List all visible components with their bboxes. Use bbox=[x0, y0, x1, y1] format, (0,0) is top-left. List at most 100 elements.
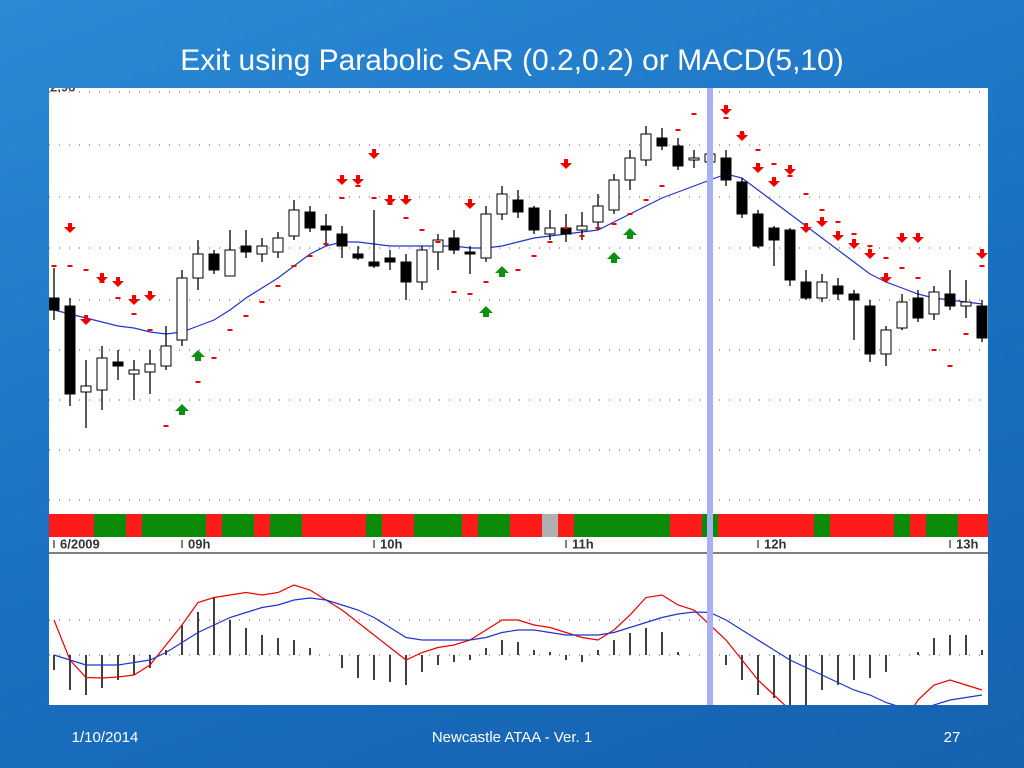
sell-arrow bbox=[864, 249, 876, 259]
trend-segment bbox=[862, 514, 879, 537]
sell-arrow bbox=[96, 273, 108, 283]
sell-arrow bbox=[848, 239, 860, 249]
trend-segment bbox=[718, 514, 735, 537]
candle-body bbox=[672, 145, 684, 167]
trend-segment bbox=[670, 514, 687, 537]
x-tick-label: 09h bbox=[188, 536, 210, 551]
candle-body bbox=[864, 305, 876, 355]
buy-arrow bbox=[479, 306, 493, 317]
page-number: 27 bbox=[944, 729, 961, 746]
candle-body bbox=[128, 369, 140, 375]
candle-body bbox=[512, 199, 524, 213]
trend-segment bbox=[286, 514, 303, 537]
trend-segment bbox=[574, 514, 591, 537]
trend-segment bbox=[686, 514, 703, 537]
trend-segment bbox=[334, 514, 351, 537]
trend-segment bbox=[398, 514, 415, 537]
sell-arrow bbox=[768, 177, 780, 187]
candle-body bbox=[544, 227, 556, 235]
trend-segment bbox=[446, 514, 463, 537]
slide-title: Exit using Parabolic SAR (0.2,0.2) or MA… bbox=[180, 44, 844, 77]
candle-body bbox=[608, 179, 620, 211]
date-axis: 6/2009 09h 10h 11h 12h 13h bbox=[53, 536, 978, 551]
sell-arrow bbox=[752, 163, 764, 173]
trend-segment bbox=[910, 514, 927, 537]
candle-body bbox=[816, 281, 828, 299]
candle-body bbox=[592, 205, 604, 223]
macd-line bbox=[53, 597, 983, 705]
trend-segment bbox=[49, 514, 63, 537]
candle-body bbox=[656, 137, 668, 147]
sell-arrow bbox=[736, 131, 748, 141]
candle-body bbox=[80, 385, 92, 393]
sell-arrow bbox=[912, 233, 924, 243]
candle-body bbox=[880, 329, 892, 355]
trend-segment bbox=[798, 514, 815, 537]
trend-segment bbox=[222, 514, 239, 537]
sell-arrow bbox=[720, 105, 732, 115]
sell-arrow bbox=[336, 175, 348, 185]
trend-segment bbox=[750, 514, 767, 537]
footer-center: Newcastle ATAA - Ver. 1 bbox=[432, 729, 592, 746]
candle-body bbox=[720, 157, 732, 181]
trend-segment bbox=[958, 514, 975, 537]
sell-arrow bbox=[112, 277, 124, 287]
candle-body bbox=[896, 301, 908, 329]
candle-body bbox=[49, 297, 60, 311]
candle-body bbox=[736, 181, 748, 215]
trend-segment bbox=[878, 514, 895, 537]
x-tick-label: 12h bbox=[764, 536, 786, 551]
sell-arrow bbox=[816, 217, 828, 227]
trend-segment bbox=[190, 514, 207, 537]
candle-body bbox=[496, 193, 508, 215]
trend-segment bbox=[238, 514, 255, 537]
trend-segment bbox=[62, 514, 79, 537]
trend-segment bbox=[94, 514, 111, 537]
x-tick-label: 11h bbox=[572, 536, 594, 551]
macd-line bbox=[53, 584, 983, 705]
trend-segment bbox=[110, 514, 127, 537]
candle-body bbox=[224, 249, 236, 277]
trend-segment bbox=[526, 514, 543, 537]
sell-arrow bbox=[880, 273, 892, 283]
sell-arrow bbox=[144, 291, 156, 301]
trend-segment bbox=[478, 514, 495, 537]
macd-panel bbox=[49, 584, 988, 705]
trend-segment bbox=[734, 514, 751, 537]
trend-segment bbox=[782, 514, 799, 537]
candle-body bbox=[192, 253, 204, 279]
candle-body bbox=[464, 251, 476, 255]
candle-body bbox=[400, 261, 412, 283]
trend-segment bbox=[766, 514, 783, 537]
candle-body bbox=[240, 245, 252, 253]
trend-segment bbox=[622, 514, 639, 537]
candle-body bbox=[752, 213, 764, 247]
candle-body bbox=[320, 225, 332, 231]
candle-body bbox=[160, 345, 172, 367]
candle-body bbox=[144, 363, 156, 373]
candle-body bbox=[624, 157, 636, 181]
trend-segment bbox=[174, 514, 191, 537]
x-tick-label: 6/2009 bbox=[60, 536, 100, 551]
trend-segment bbox=[894, 514, 911, 537]
trend-segment bbox=[638, 514, 655, 537]
x-tick-label: 13h bbox=[956, 536, 978, 551]
trend-segment bbox=[846, 514, 863, 537]
sell-arrow bbox=[800, 223, 812, 233]
chart-area bbox=[49, 88, 988, 705]
candle-body bbox=[208, 253, 220, 271]
trend-segment bbox=[462, 514, 479, 537]
candle-body bbox=[368, 261, 380, 267]
candle-body bbox=[576, 225, 588, 231]
price-label: 2.96 bbox=[50, 79, 75, 94]
sell-arrow bbox=[352, 175, 364, 185]
candle-body bbox=[288, 209, 300, 237]
candle-body bbox=[416, 249, 428, 283]
trend-segment bbox=[366, 514, 383, 537]
trend-segment bbox=[414, 514, 431, 537]
candle-body bbox=[768, 227, 780, 241]
candle-body bbox=[976, 305, 988, 339]
candle-body bbox=[96, 357, 108, 391]
